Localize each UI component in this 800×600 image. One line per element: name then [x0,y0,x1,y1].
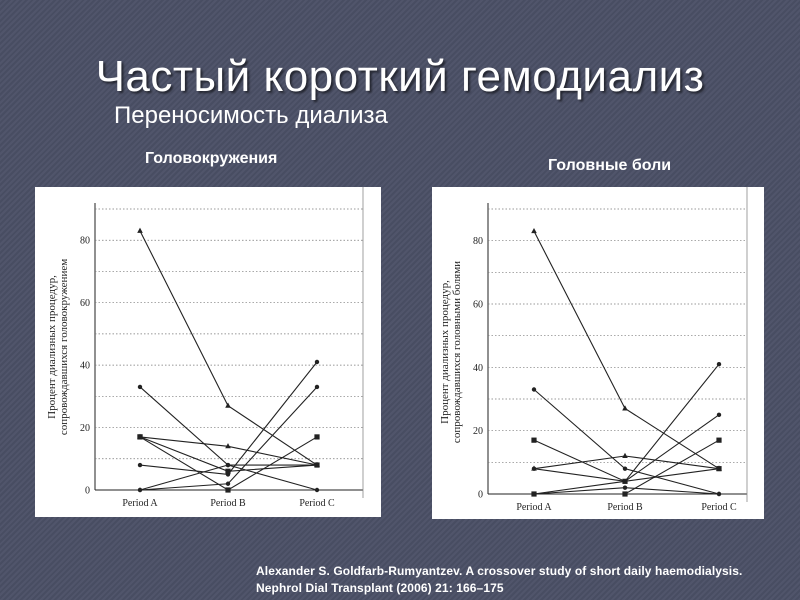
series-line-3 [533,363,720,482]
series-line-1 [139,230,318,466]
data-point [716,412,722,418]
data-point [531,387,537,392]
y-tick-label: 0 [85,486,90,497]
data-point [137,462,143,468]
citation-line-1: Alexander S. Goldfarb-Rumyantzev. A cros… [256,564,743,578]
y-tick-label: 40 [80,361,90,372]
data-point [716,361,722,367]
citation-line-2: Nephrol Dial Transplant (2006) 21: 166–1… [256,581,504,595]
data-point [314,434,320,440]
y-axis-label: Процент диализных процедур, сопровождавши… [46,259,70,435]
y-tick-label: 80 [473,236,483,247]
series-line-1 [533,230,720,470]
data-point [137,433,143,439]
data-point [531,437,537,443]
data-point [622,491,628,497]
data-point [225,481,231,486]
x-tick-label: Period C [299,498,335,509]
x-tick-label: Period A [516,502,552,513]
y-tick-label: 80 [80,236,90,247]
data-point [622,452,628,458]
x-tick-label: Period B [607,502,643,513]
chart-headaches: 0 20 40 60 80 Period A Period B Period C Процент… [439,187,748,513]
data-point [716,465,722,471]
y-tick-label: 60 [473,300,483,311]
x-tick-label: Period A [122,498,158,509]
data-point [314,462,320,468]
data-point [622,405,628,411]
data-point [225,402,231,408]
data-point [716,437,722,443]
data-point [225,462,231,468]
y-tick-label: 40 [473,363,483,374]
y-tick-label: 0 [478,490,483,501]
slide-subtitle: Переносимость диализа [114,102,388,129]
y-tick-label: 20 [473,426,483,437]
data-point [622,485,628,490]
chart-panel-headaches: 0 20 40 60 80 Period A Period B Period C Процент… [432,187,764,519]
y-tick-label: 20 [80,423,90,434]
chart-heading-headaches: Головные боли [548,157,672,174]
data-point [314,359,320,365]
chart-dizziness: 0 20 40 60 80 Period A Period B Period C Процент… [46,187,364,509]
data-point [531,227,537,234]
series-line-6 [139,436,318,466]
data-point [314,384,320,390]
data-point [137,384,143,390]
data-point [225,468,231,474]
x-tick-label: Period C [701,502,737,513]
data-point [314,487,320,493]
y-tick-label: 60 [80,298,90,309]
series-line-3 [139,361,318,475]
data-point [531,465,537,471]
y-axis-label: Процент диализных процедур, сопровождавши… [439,261,463,443]
series-line-4 [533,439,720,482]
citation: Alexander S. Goldfarb-Rumyantzev. A cros… [256,563,742,597]
data-point [137,227,143,233]
data-point [137,487,143,493]
chart-heading-dizziness: Головокружения [145,150,278,167]
y-axis-label-line-2: сопровождавшихся головными болями [451,261,463,443]
data-point [225,443,231,449]
y-axis-label-line-2: сопровождавшихся головокружением [58,259,70,435]
series-line-2 [533,389,720,495]
slide-title: Частый короткий гемодиализ [95,52,705,101]
data-point [622,479,628,484]
data-point [531,491,537,497]
x-tick-label: Period B [210,498,246,509]
y-axis-label-line-1: Процент диализных процедур, [439,280,451,424]
y-axis-label-line-1: Процент диализных процедур, [46,275,58,419]
data-point [225,487,231,493]
data-point [716,491,722,497]
data-point [622,466,628,471]
chart-panel-dizziness: 0 20 40 60 80 Period A Period B Period C Процент… [35,187,381,517]
